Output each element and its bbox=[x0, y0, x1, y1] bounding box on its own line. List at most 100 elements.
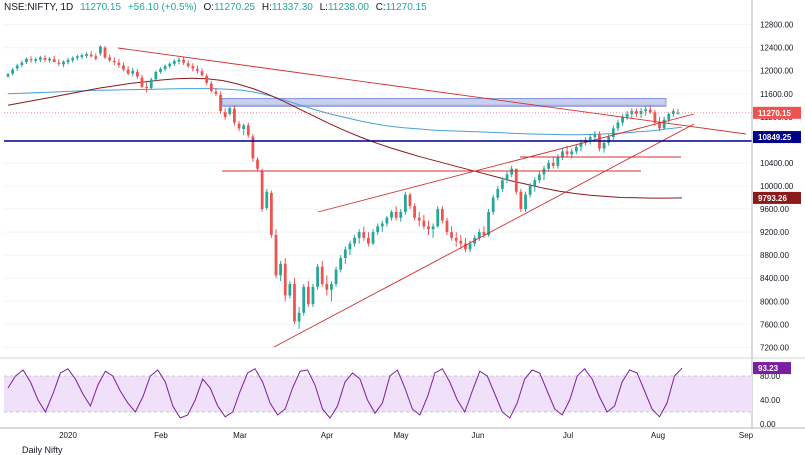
candles bbox=[6, 45, 680, 329]
price-tick-label: 7600.00 bbox=[760, 320, 789, 329]
candle-body bbox=[611, 128, 615, 138]
moving-averages bbox=[7, 77, 683, 199]
candle-body bbox=[487, 211, 490, 235]
candle-body bbox=[71, 58, 75, 61]
candle-body bbox=[260, 171, 264, 210]
candle-body bbox=[214, 91, 218, 94]
candle-body bbox=[367, 237, 370, 244]
candle-body bbox=[159, 69, 162, 72]
symbol-label[interactable]: NSE:NIFTY, 1D bbox=[4, 2, 74, 13]
candle-body bbox=[639, 111, 643, 114]
price-tick-label: 12400.00 bbox=[760, 44, 794, 53]
candle-body bbox=[625, 113, 629, 117]
candle-body bbox=[561, 151, 564, 158]
candle-body bbox=[283, 263, 287, 296]
candle-body bbox=[537, 174, 541, 181]
candle-body bbox=[94, 56, 98, 59]
candle-body bbox=[311, 286, 315, 305]
rsi-current-tag-bg bbox=[753, 362, 791, 375]
candle-body bbox=[149, 79, 153, 89]
support-price-tag: 10849.25 bbox=[758, 133, 792, 142]
candle-body bbox=[436, 209, 440, 227]
candle-body bbox=[223, 112, 227, 117]
rsi-line bbox=[7, 367, 683, 419]
candle-body bbox=[103, 47, 107, 58]
candle-body bbox=[57, 62, 61, 64]
candle-body bbox=[302, 286, 306, 313]
candle-body bbox=[237, 123, 241, 129]
resistance-zone-mid bbox=[222, 104, 666, 107]
candle-body bbox=[343, 249, 347, 259]
candle-body bbox=[390, 211, 393, 218]
candle-body bbox=[371, 232, 375, 244]
candle-body bbox=[501, 180, 504, 189]
candle-body bbox=[48, 58, 51, 61]
candle-body bbox=[177, 59, 181, 62]
candle-body bbox=[658, 122, 661, 129]
low-label: L: bbox=[319, 2, 328, 13]
open-label: O: bbox=[203, 2, 215, 13]
rsi-tick-label: 80.00 bbox=[760, 372, 781, 381]
time-tick-label: May bbox=[393, 431, 408, 440]
candle-body bbox=[459, 240, 463, 244]
rsi-pane[interactable]: 80.00 40.00 0.00 93.23 bbox=[0, 357, 805, 429]
candle-body bbox=[38, 57, 42, 60]
candle-body bbox=[20, 62, 24, 65]
candle-body bbox=[334, 269, 338, 284]
close-value: 11270.15 bbox=[385, 2, 427, 13]
candle-body bbox=[602, 142, 606, 149]
price-tick-label: 9600.00 bbox=[760, 205, 789, 214]
candle-body bbox=[89, 54, 93, 57]
price-tick-label: 10000.00 bbox=[760, 182, 794, 191]
resistance-zone bbox=[221, 98, 667, 107]
candle-body bbox=[353, 237, 356, 244]
candle-body bbox=[62, 61, 65, 65]
moving-average-slow bbox=[7, 77, 683, 199]
time-axis[interactable]: 2020 Feb Mar Apr May Jun Jul Aug Sep bbox=[0, 427, 805, 440]
candle-body bbox=[269, 192, 273, 235]
footer-label: Daily Nifty bbox=[22, 445, 63, 455]
candle-body bbox=[200, 71, 204, 76]
candle-body bbox=[131, 70, 135, 74]
candle-body bbox=[140, 77, 144, 87]
price-tick-label: 12000.00 bbox=[760, 67, 794, 76]
candle-body bbox=[542, 168, 546, 175]
time-tick-label: Aug bbox=[651, 431, 665, 440]
candle-body bbox=[376, 226, 380, 233]
candle-body bbox=[667, 113, 671, 120]
candle-body bbox=[662, 119, 666, 129]
candle-body bbox=[648, 109, 652, 113]
candle-body bbox=[547, 162, 551, 169]
chart-header: NSE:NIFTY, 1D 11270.15 +56.10 (+0.5%) O:… bbox=[4, 2, 427, 13]
candle-body bbox=[34, 59, 38, 61]
candle-body bbox=[362, 232, 366, 238]
candle-body bbox=[644, 109, 648, 112]
trendlines bbox=[4, 47, 752, 348]
candle-body bbox=[570, 151, 574, 155]
candle-body bbox=[293, 283, 296, 322]
candle-body bbox=[413, 206, 417, 218]
candle-body bbox=[279, 263, 283, 276]
candle-body bbox=[533, 180, 537, 186]
candle-body bbox=[246, 125, 250, 136]
price-tick-label: 9200.00 bbox=[760, 228, 789, 237]
candle-body bbox=[205, 75, 209, 83]
candle-body bbox=[408, 194, 412, 207]
candle-body bbox=[85, 54, 88, 56]
candle-body bbox=[505, 174, 509, 181]
candle-body bbox=[574, 146, 578, 152]
candle-body bbox=[616, 122, 620, 129]
price-tick-label: 12800.00 bbox=[760, 21, 794, 30]
candle-body bbox=[182, 59, 185, 63]
candle-body bbox=[112, 60, 116, 63]
time-tick-label: 2020 bbox=[59, 431, 77, 440]
candle-body bbox=[431, 226, 435, 230]
time-tick-label: Feb bbox=[154, 431, 168, 440]
candle-body bbox=[43, 58, 47, 60]
candle-body bbox=[122, 65, 125, 70]
price-axis[interactable]: 12800.0012400.0012000.0011600.0011200.00… bbox=[751, 0, 801, 428]
candle-body bbox=[297, 312, 301, 322]
time-tick-label: Jul bbox=[563, 431, 573, 440]
candle-body bbox=[468, 243, 472, 250]
